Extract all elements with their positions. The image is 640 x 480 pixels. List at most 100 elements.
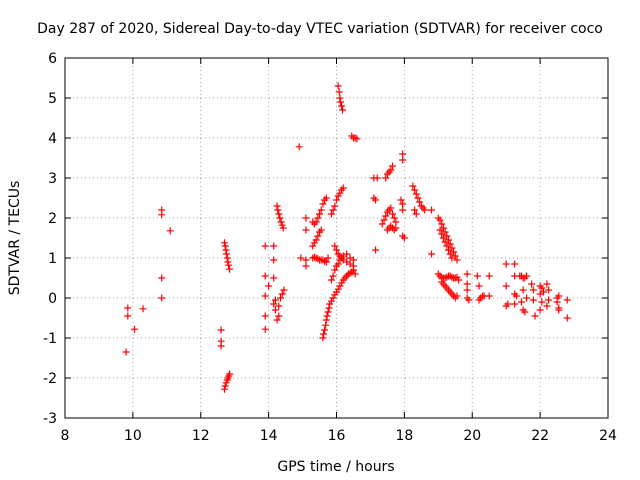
y-axis-label: SDTVAR / TECUs: [7, 181, 23, 296]
data-point: [519, 286, 527, 294]
data-point: [302, 214, 310, 222]
data-point: [324, 308, 332, 316]
data-point: [339, 184, 347, 192]
data-point: [316, 210, 324, 218]
data-point: [351, 270, 359, 278]
data-point: [323, 312, 331, 320]
data-point: [317, 226, 325, 234]
data-point: [380, 216, 388, 224]
data-point: [388, 162, 396, 170]
data-point: [275, 302, 283, 310]
data-point: [122, 348, 130, 356]
data-point: [453, 256, 461, 264]
data-point: [529, 296, 537, 304]
data-point: [512, 292, 520, 300]
data-point: [443, 242, 451, 250]
data-point: [322, 194, 330, 202]
data-point: [322, 258, 330, 266]
data-point: [276, 214, 284, 222]
data-point: [473, 272, 481, 280]
x-tick-label: 20: [463, 428, 481, 444]
data-point: [223, 250, 231, 258]
data-point: [275, 210, 283, 218]
y-tick-label: 6: [48, 51, 57, 67]
data-point: [463, 270, 471, 278]
data-point: [331, 242, 339, 250]
data-point: [321, 257, 329, 265]
data-point: [336, 94, 344, 102]
data-point: [528, 280, 536, 288]
data-point: [485, 292, 493, 300]
data-point: [446, 250, 454, 258]
data-point: [372, 196, 380, 204]
x-tick-label: 10: [124, 428, 142, 444]
data-point: [319, 334, 327, 342]
data-point: [226, 370, 234, 378]
data-point: [217, 342, 225, 350]
data-point: [412, 190, 420, 198]
data-point: [261, 325, 269, 333]
data-point: [353, 135, 361, 143]
data-point: [400, 234, 408, 242]
data-point: [538, 298, 546, 306]
data-point: [463, 286, 471, 294]
data-point: [399, 156, 407, 164]
data-point: [279, 224, 287, 232]
data-point: [502, 260, 510, 268]
data-point: [334, 260, 342, 268]
data-point: [502, 282, 510, 290]
data-point: [333, 246, 340, 254]
data-point: [278, 290, 286, 298]
data-point: [397, 196, 405, 204]
data-point: [124, 304, 132, 312]
y-tick-label: 4: [48, 131, 57, 147]
data-point: [221, 242, 229, 250]
data-point: [399, 150, 407, 158]
data-point: [317, 206, 325, 214]
data-point: [523, 294, 531, 302]
y-tick-label: 3: [48, 171, 57, 187]
data-point: [280, 286, 288, 294]
data-point: [545, 296, 553, 304]
data-point: [372, 246, 380, 254]
data-point: [329, 272, 337, 280]
data-point: [320, 330, 328, 338]
data-point: [521, 308, 529, 316]
data-point: [158, 211, 166, 219]
grid-lines: [65, 58, 608, 418]
y-tick-label: 2: [48, 211, 57, 227]
data-point: [540, 288, 548, 296]
data-point: [265, 282, 273, 290]
data-point: [543, 302, 551, 310]
data-point: [322, 316, 330, 324]
data-point: [399, 200, 407, 208]
data-point: [321, 326, 329, 334]
data-point: [428, 250, 436, 258]
data-point: [414, 194, 422, 202]
data-point: [337, 98, 345, 106]
x-tick-label: 14: [260, 428, 278, 444]
y-tick-label: 5: [48, 91, 57, 107]
data-point: [325, 304, 333, 312]
data-point: [463, 280, 471, 288]
data-point: [226, 265, 234, 273]
y-tick-label: -1: [43, 331, 57, 347]
data-point: [536, 306, 544, 314]
data-point: [166, 227, 174, 235]
x-axis-label: GPS time / hours: [277, 459, 394, 475]
data-point: [295, 143, 303, 151]
data-points: [122, 82, 571, 393]
data-point: [271, 296, 279, 304]
data-point: [297, 254, 305, 262]
data-point: [261, 312, 269, 320]
data-point: [223, 254, 231, 262]
data-point: [222, 246, 230, 254]
data-point: [349, 256, 357, 264]
data-point: [336, 282, 344, 290]
data-point: [392, 218, 400, 226]
data-point: [309, 242, 317, 250]
data-point: [421, 206, 429, 214]
chart-title: Day 287 of 2020, Sidereal Day-to-day VTE…: [37, 21, 603, 37]
data-point: [563, 314, 571, 322]
